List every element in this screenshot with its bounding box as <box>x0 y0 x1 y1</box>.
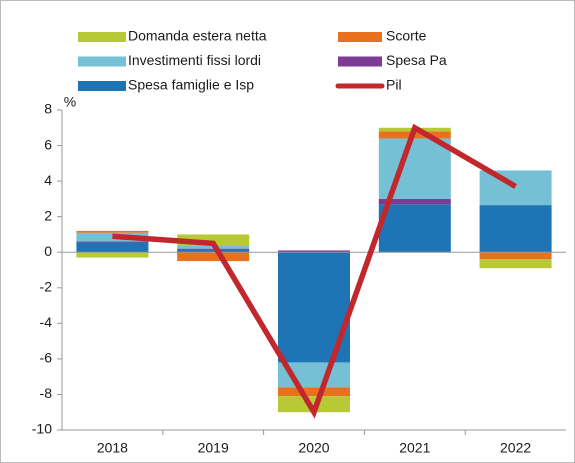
y-tick-label: 4 <box>44 172 52 188</box>
bar-segment <box>378 198 451 205</box>
line-series <box>112 123 517 419</box>
bar-segment <box>76 230 149 233</box>
x-tick-label: 2021 <box>399 440 430 456</box>
bar-segment <box>378 138 451 199</box>
legend-label: Investimenti fissi lordi <box>128 52 261 68</box>
bar-segment <box>479 259 552 269</box>
bar-segment <box>278 387 350 397</box>
bar-segment <box>177 249 250 253</box>
legend-label: Scorte <box>386 28 427 44</box>
legend-label: Spesa famiglie e Isp <box>128 77 254 93</box>
bar-segment <box>278 250 350 253</box>
y-tick-label: 0 <box>44 243 52 259</box>
y-tick-label: -8 <box>40 385 53 401</box>
bar-segment <box>177 252 250 262</box>
x-tick-label: 2019 <box>198 440 229 456</box>
y-tick-label: -2 <box>40 278 53 294</box>
y-tick-label: 2 <box>44 207 52 223</box>
bar-segment <box>479 170 552 206</box>
legend-label: Pil <box>386 77 402 93</box>
bar-segment <box>76 241 149 243</box>
bar-segment <box>76 252 149 258</box>
bar-segment <box>378 204 451 253</box>
bar-segment <box>177 248 250 250</box>
y-tick-label: -10 <box>32 421 52 437</box>
legend-swatch <box>78 81 126 91</box>
legend-label: Domanda estera netta <box>128 28 267 44</box>
bar-segment <box>76 242 149 253</box>
x-tick-label: 2022 <box>500 440 531 456</box>
legend-swatch <box>78 56 126 67</box>
y-unit: % <box>64 94 76 110</box>
bar-segment <box>479 205 552 253</box>
y-tick-label: 8 <box>44 101 52 117</box>
x-tick-label: 2018 <box>97 440 128 456</box>
legend-swatch <box>78 32 126 42</box>
y-tick-label: -6 <box>40 350 53 366</box>
x-tick-label: 2020 <box>298 440 329 456</box>
y-tick-label: 6 <box>44 136 52 152</box>
legend-swatch <box>338 56 382 67</box>
legend-swatch <box>338 32 382 42</box>
y-tick-label: -4 <box>40 314 53 330</box>
legend-label: Spesa Pa <box>386 52 447 68</box>
bar-segment <box>479 252 552 260</box>
bar-segment <box>177 234 250 246</box>
